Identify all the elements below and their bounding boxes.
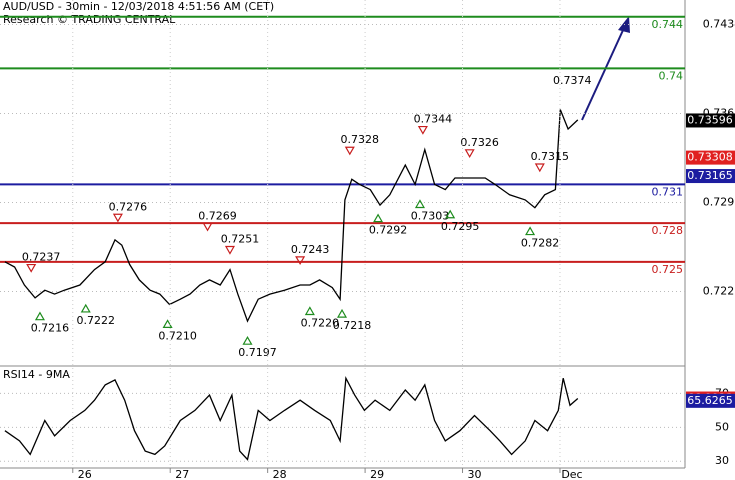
marker-up [336,308,348,318]
marker-up [34,311,45,321]
marker-down [534,163,545,173]
annotation-label: 0.7197 [238,346,277,359]
annotation-label: 0.7315 [531,150,570,163]
marker-up [414,199,425,209]
level-label: 0.731 [652,185,684,198]
price-tag-label: 0.73308 [687,151,733,164]
annotation-label: 0.7303 [411,209,450,222]
level-label: 0.744 [652,18,684,31]
annotation-label: 0.7216 [31,322,70,335]
marker-up [80,303,91,313]
x-tick-label: 27 [175,468,189,480]
marker-down [344,146,355,156]
marker-down [112,213,123,223]
level-label: 0.728 [652,224,684,237]
annotation-label: 0.7295 [441,220,480,233]
price-tag [686,393,735,408]
x-tick-label: 26 [78,468,92,480]
price-tag-label: 0.73596 [687,113,733,126]
marker-down [202,222,213,232]
annotation-label: 0.7328 [341,133,380,146]
marker-down [417,125,428,135]
y-tick-label: 50 [715,420,729,433]
level-label: 0.725 [652,263,684,276]
x-tick-label: 29 [370,468,384,480]
annotation-label: 0.7276 [109,200,148,213]
annotation-label: 0.7237 [22,251,61,264]
level-label: 0.74 [659,69,684,82]
y-tick-label: 0.7296 [703,195,735,208]
annotation-label: 0.7243 [291,243,330,256]
annotation-label: 0.7326 [460,136,499,149]
marker-up [304,306,315,316]
annotation-label: 0.7222 [76,314,115,327]
marker-up [162,319,173,329]
price-line [4,109,579,323]
price-line [4,375,579,461]
price-tag-label: 65.6265 [687,394,733,407]
marker-up [242,335,253,345]
x-tick-label: 28 [273,468,287,480]
annotation-label: 0.7344 [414,113,453,126]
marker-up [373,213,384,223]
annotation-label: 0.7218 [333,319,372,332]
price-tag [686,169,735,184]
annotation-label: 0.7374 [553,74,592,87]
rsi-title: RSI14 - 9MA [3,368,70,381]
marker-down [224,245,235,255]
annotation-label: 0.7251 [221,233,260,246]
marker-down [464,149,475,159]
annotation-label: 0.7220 [301,317,340,330]
price-tag [686,150,735,165]
marker-up [525,226,536,236]
forecast-arrow [581,27,625,121]
annotation-label: 0.7282 [521,237,560,250]
y-tick-label: 30 [715,454,729,467]
x-tick-label: Dec [561,468,582,480]
price-tag-label: 0.73165 [687,169,733,182]
price-tag [686,113,735,128]
marker-down [26,263,37,273]
marker-up [445,209,456,219]
annotation-label: 0.7210 [158,329,197,342]
chart-title: AUD/USD - 30min - 12/03/2018 4:51:56 AM … [3,0,274,13]
y-tick-label: 0.7227 [703,284,735,297]
annotation-label: 0.7292 [369,224,408,237]
annotation-label: 0.7269 [198,209,237,222]
y-tick-label: 0.7434 [703,18,735,31]
x-tick-label: 30 [468,468,482,480]
marker-down [295,256,306,266]
